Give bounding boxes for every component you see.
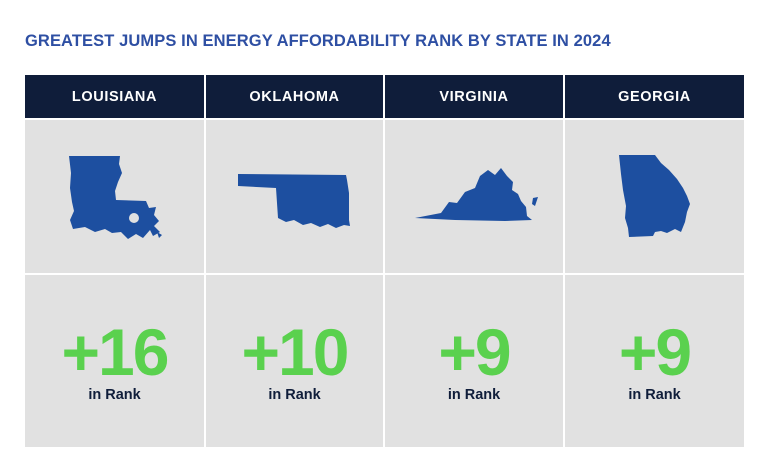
rank-change-label: in Rank (628, 387, 681, 403)
georgia-stat-cell: +9 in Rank (565, 275, 744, 447)
table-header-row: LOUISIANA OKLAHOMA VIRGINIA GEORGIA (25, 75, 744, 118)
louisiana-stat-cell: +16 in Rank (25, 275, 204, 447)
georgia-map-icon (619, 155, 690, 237)
state-rank-table: LOUISIANA OKLAHOMA VIRGINIA GEORGIA +16 (25, 75, 744, 447)
rank-change-value: +10 (241, 315, 350, 389)
rank-change-label: in Rank (447, 387, 501, 403)
page-title: GREATEST JUMPS IN ENERGY AFFORDABILITY R… (25, 32, 611, 50)
louisiana-map-icon (69, 156, 162, 239)
header-divider (563, 75, 565, 118)
header-divider (204, 75, 206, 118)
column-header-oklahoma: OKLAHOMA (249, 88, 340, 105)
rank-change-value: +9 (618, 315, 692, 389)
virginia-map-cell (385, 120, 563, 273)
rank-change-value: +16 (61, 315, 170, 389)
oklahoma-stat-cell: +10 in Rank (206, 275, 383, 447)
column-header-louisiana: LOUISIANA (71, 88, 158, 105)
oklahoma-map-cell (206, 120, 383, 273)
rank-change-label: in Rank (88, 387, 141, 403)
column-header-virginia: VIRGINIA (439, 88, 509, 105)
virginia-map-icon (415, 168, 538, 221)
louisiana-map-cell (25, 120, 204, 273)
header-divider (383, 75, 385, 118)
rank-change-value: +9 (438, 315, 511, 389)
oklahoma-map-icon (238, 174, 350, 228)
rank-change-label: in Rank (268, 387, 321, 403)
virginia-stat-cell: +9 in Rank (385, 275, 563, 447)
georgia-map-cell (565, 120, 744, 273)
column-header-georgia: GEORGIA (618, 88, 691, 105)
